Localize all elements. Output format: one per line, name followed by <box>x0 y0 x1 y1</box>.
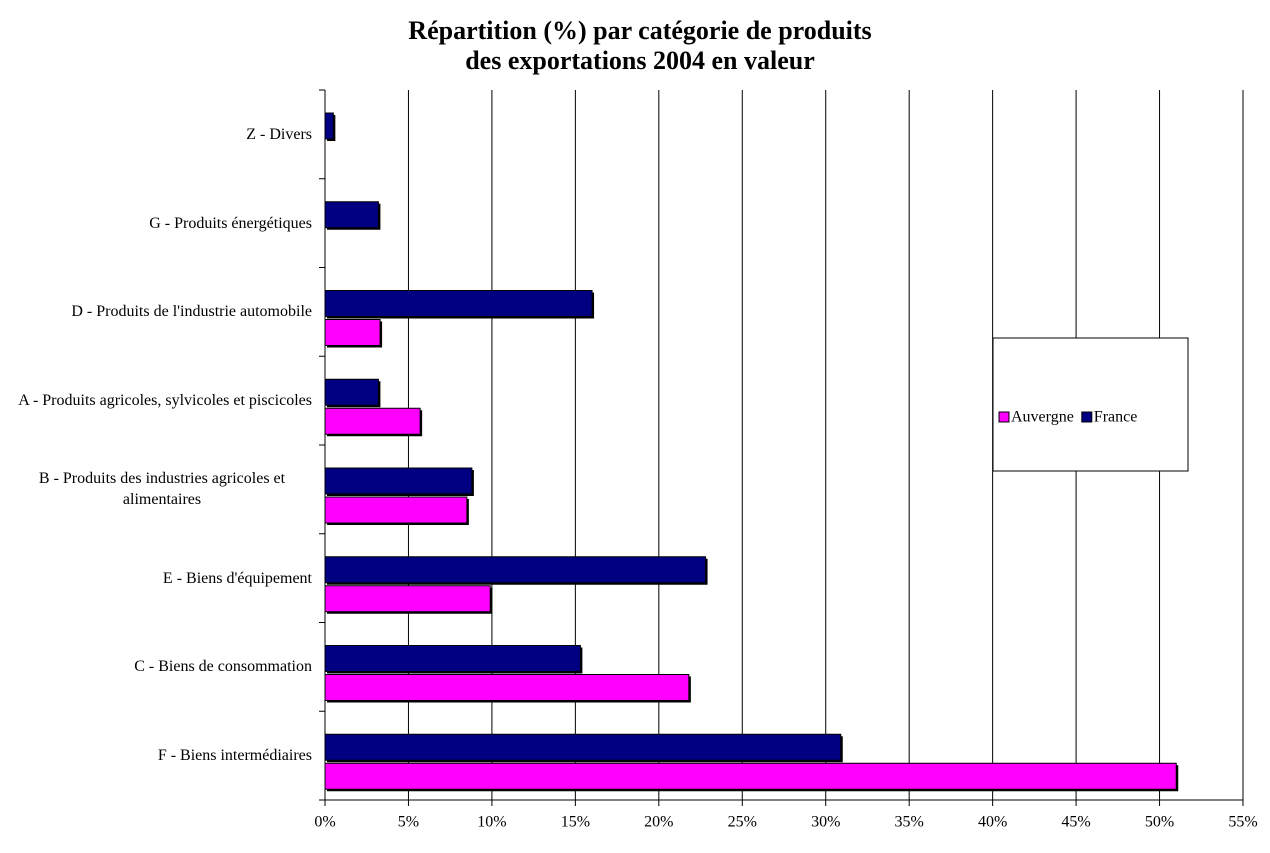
x-tick-label: 10% <box>477 814 506 831</box>
y-tick-label: G - Produits énergétiques <box>0 193 312 253</box>
bar <box>324 585 491 613</box>
chart-title: Répartition (%) par catégorie de produit… <box>408 16 871 45</box>
bar <box>324 556 707 584</box>
x-tick-label: 55% <box>1228 814 1257 831</box>
bar <box>324 201 379 229</box>
category-text: F - Biens intermédiaires <box>157 747 312 765</box>
y-tick-label: Z - Divers <box>0 104 312 164</box>
x-tick-label: 25% <box>728 814 757 831</box>
x-tick-label: 30% <box>811 814 840 831</box>
x-tick-label: 5% <box>398 814 419 831</box>
y-tick-label: D - Produits de l'industrie automobile <box>0 282 312 342</box>
x-tick-label: 45% <box>1061 814 1090 831</box>
y-tick-label: C - Biens de consommation <box>0 637 312 697</box>
bar <box>324 733 842 761</box>
chart-subtitle: des exportations 2004 en valeur <box>465 46 815 75</box>
category-text: C - Biens de consommation <box>134 658 312 676</box>
legend-swatch <box>998 411 1010 423</box>
bar <box>324 762 1177 790</box>
category-text: G - Produits énergétiques <box>149 214 312 232</box>
category-text: A - Produits agricoles, sylvicoles et pi… <box>18 392 312 410</box>
category-text: D - Produits de l'industrie automobile <box>71 303 312 321</box>
bar <box>324 378 379 406</box>
x-tick-label: 15% <box>561 814 590 831</box>
bar <box>324 290 593 317</box>
bar <box>324 319 381 346</box>
x-tick-label: 50% <box>1145 814 1174 831</box>
x-tick-label: 35% <box>895 814 924 831</box>
bar <box>324 674 690 701</box>
bar <box>324 407 421 435</box>
bar <box>324 645 581 672</box>
legend-box <box>992 337 1189 472</box>
y-tick-label: F - Biens intermédiaires <box>0 726 312 786</box>
category-text: E - Biens d'équipement <box>162 569 312 587</box>
bar <box>324 467 473 495</box>
legend-swatch <box>1081 411 1093 423</box>
category-text: Z - Divers <box>246 125 312 143</box>
x-tick-label: 20% <box>644 814 673 831</box>
category-text: B - Produits des industries agricoles et… <box>38 470 286 509</box>
x-tick-label: 40% <box>978 814 1007 831</box>
bar <box>324 112 334 140</box>
legend-label: France <box>1094 409 1138 426</box>
y-tick-label: A - Produits agricoles, sylvicoles et pi… <box>0 371 312 431</box>
y-tick-label: B - Produits des industries agricoles et… <box>0 459 312 519</box>
x-tick-label: 0% <box>314 814 335 831</box>
y-tick-label: E - Biens d'équipement <box>0 548 312 608</box>
legend-label: Auvergne <box>1011 409 1074 426</box>
bar <box>324 496 468 524</box>
